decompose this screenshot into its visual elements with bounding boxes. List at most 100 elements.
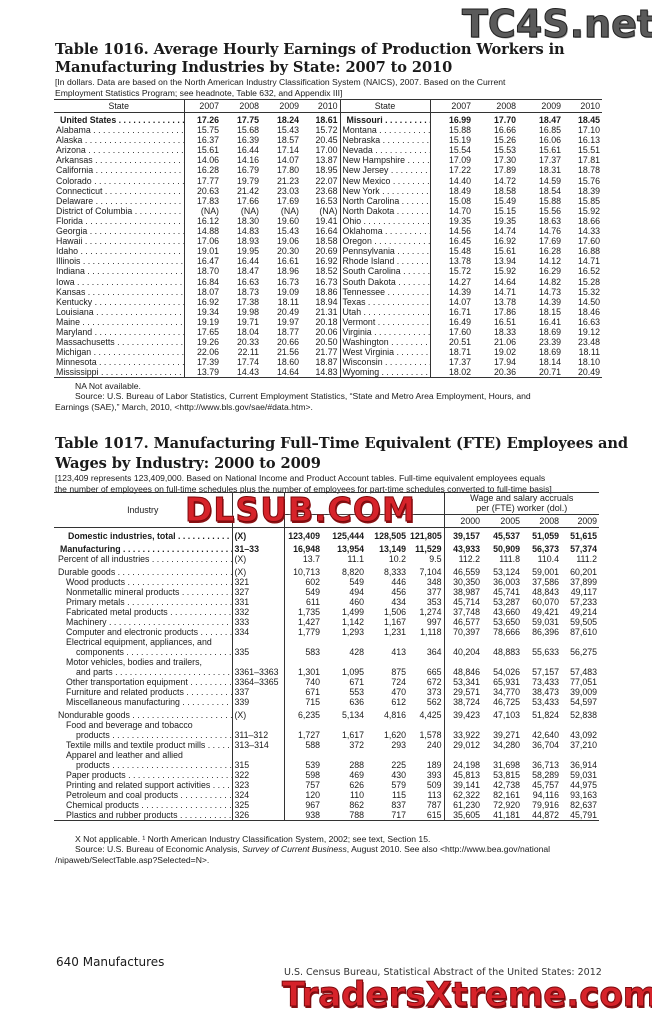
wage-value: 30,350 (453, 577, 480, 587)
earnings-value: 20.69 (301, 246, 341, 257)
earnings-value: 18.66 (577, 215, 600, 226)
industry-label: Printing and related support activities (54, 780, 233, 790)
fte-employees-value: 636 (349, 697, 364, 707)
state-name: Maine (54, 316, 185, 327)
industry-label: Motor vehicles, bodies and trailers, (54, 657, 233, 667)
earnings-value: 22.11 (237, 347, 259, 358)
earnings-value: 17.70 (493, 115, 516, 125)
naics-code: 322 (232, 770, 285, 780)
naics-code: (X) (232, 564, 285, 577)
earnings-value: 17.39 (196, 357, 219, 368)
earnings-value: 15.92 (493, 266, 516, 277)
fte-employees-value: 612 (391, 697, 406, 707)
state-name: Virginia (340, 326, 431, 338)
earnings-value: 16.13 (577, 135, 600, 146)
fte-employees-value: 4,816 (383, 710, 406, 720)
table-row: Furniture and related products337 671 553 4… (54, 687, 599, 697)
column-header: State (54, 99, 185, 113)
fte-employees-value: 788 (349, 810, 364, 820)
industry-label: Plastics and rubber products (54, 810, 233, 821)
fte-employees-value: 938 (305, 810, 320, 820)
earnings-value: 14.50 (577, 296, 600, 307)
earnings-value: 20.30 (276, 246, 299, 257)
earnings-value: 23.48 (577, 337, 600, 348)
earnings-value: 16.92 (196, 296, 219, 307)
fte-employees-value: 583 (305, 647, 320, 657)
state-name: Washington (340, 337, 431, 348)
wage-value: 38,724 (453, 697, 480, 707)
earnings-value: 15.75 (196, 125, 219, 136)
state-name: Colorado (54, 175, 185, 186)
wage-value: 53,341 (453, 677, 480, 687)
earnings-value: 17.89 (493, 165, 516, 176)
table-1016: State 2007 2008 2009 2010 State 2007 2008 2009 20… (54, 99, 602, 379)
fte-employees-value: 413 (391, 647, 406, 657)
state-name: Nevada (340, 145, 431, 156)
earnings-value: 19.09 (276, 286, 299, 297)
wage-value: 112.2 (458, 554, 480, 564)
wage-value: 59,001 (532, 567, 559, 577)
earnings-value: 18.61 (301, 112, 341, 126)
wage-value: 59,031 (570, 770, 598, 780)
earnings-value: 20.33 (236, 337, 259, 348)
earnings-value: 14.27 (448, 276, 471, 287)
state-name: Arkansas (54, 155, 185, 166)
fte-employees-value: 494 (349, 587, 364, 597)
fte-employees-value: 740 (305, 677, 320, 687)
earnings-value: 16.63 (577, 316, 600, 327)
fte-employees-value: 1,620 (383, 730, 406, 740)
earnings-value: 18.49 (448, 185, 471, 196)
naics-code: 3364–3365 (232, 677, 285, 687)
earnings-value: 15.43 (276, 125, 299, 136)
earnings-value: 18.47 (538, 115, 561, 125)
fte-employees-value: 967 (305, 800, 320, 810)
state-name: North Dakota (340, 205, 431, 216)
wage-value: 56,275 (570, 647, 598, 657)
fte-employees-value: 293 (391, 740, 406, 750)
earnings-value: 16.47 (196, 256, 219, 267)
wage-value: 43,933 (453, 544, 480, 554)
earnings-value: 14.56 (448, 226, 471, 237)
fte-employees-value: 110 (349, 790, 364, 800)
table-row: Percent of all industries(X) 13.7 11.1 10.2… (54, 554, 599, 564)
wage-value: 70,397 (453, 627, 480, 637)
naics-code: (X) (232, 554, 285, 564)
state-name: Wyoming (340, 367, 431, 378)
earnings-value: 15.76 (577, 175, 600, 186)
earnings-value: 17.22 (448, 165, 471, 176)
fte-employees-value: 1,499 (341, 607, 364, 617)
state-name: Idaho (54, 246, 185, 257)
fte-employees-value: 671 (305, 687, 320, 697)
state-name: South Dakota (340, 276, 431, 287)
wage-value: 87,610 (570, 627, 598, 637)
wage-value: 72,920 (493, 800, 520, 810)
earnings-value: 20.49 (577, 367, 600, 378)
wage-value: 57,374 (570, 544, 598, 554)
fte-employees-value: 598 (305, 770, 320, 780)
wage-value: 58,289 (532, 770, 559, 780)
state-name: New Jersey (340, 165, 431, 176)
earnings-value: 15.28 (577, 276, 600, 287)
fte-employees-value: 1,167 (383, 617, 406, 627)
state-name: Wisconsin (340, 357, 431, 368)
earnings-value: 17.74 (236, 357, 259, 368)
wage-value: 46,577 (453, 617, 480, 627)
wage-value: 65,931 (493, 677, 520, 687)
naics-code: 321 (232, 577, 285, 587)
fte-employees-value: 16,948 (293, 544, 320, 554)
fte-employees-value: 7,104 (408, 564, 445, 577)
earnings-value: 16.52 (577, 266, 600, 277)
earnings-value: 20.50 (301, 337, 341, 348)
earnings-value: 16.51 (493, 316, 516, 327)
wage-value: 93,163 (570, 790, 598, 800)
wage-value: 48,846 (453, 667, 480, 677)
earnings-value: 14.70 (448, 205, 471, 216)
naics-code: 327 (232, 587, 285, 597)
fte-employees-value: 8,333 (383, 567, 406, 577)
